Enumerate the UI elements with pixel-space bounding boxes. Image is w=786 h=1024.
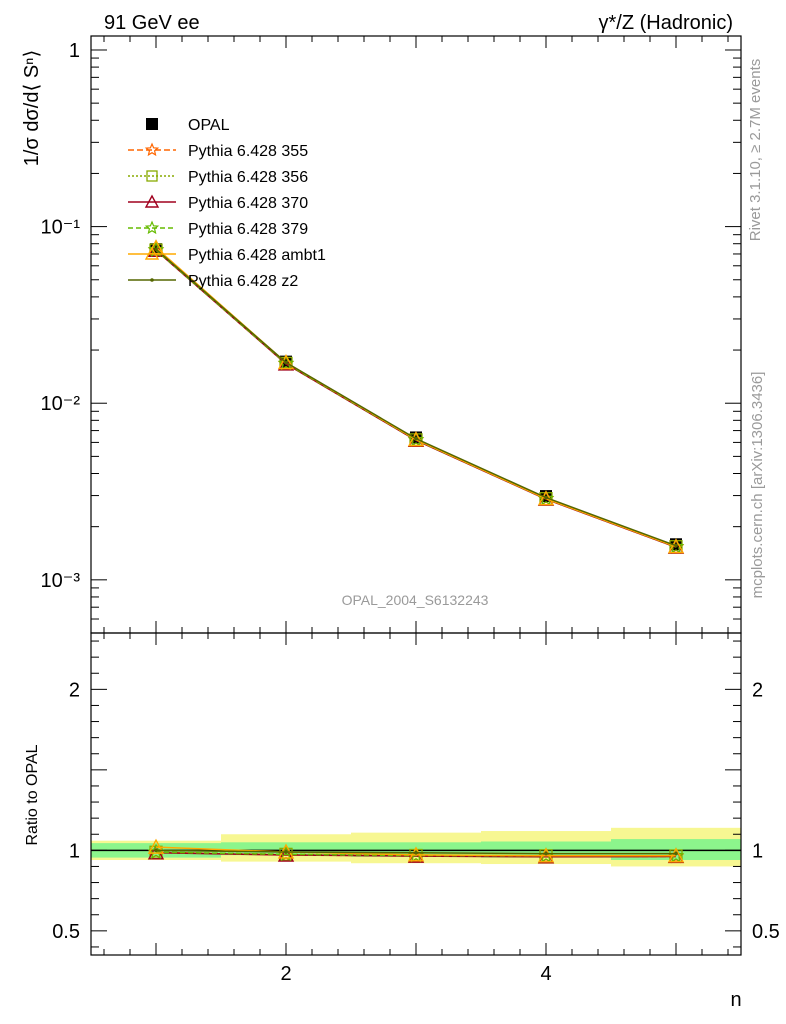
legend-label: Pythia 6.428 z2 <box>188 273 298 290</box>
point <box>144 246 160 260</box>
point <box>414 850 418 855</box>
ratio-ylabel: Ratio to OPAL <box>24 744 41 845</box>
series-line <box>155 249 677 548</box>
point <box>150 278 154 282</box>
y-tick-label: 2 <box>752 679 763 701</box>
ratio-frame <box>90 632 742 956</box>
y-tick-label: 0.5 <box>752 921 780 943</box>
ratio-axes: 2 4 0.5 0.5 1 1 2 2 <box>52 632 780 985</box>
point <box>154 247 158 251</box>
header-left: 91 GeV ee <box>104 12 200 34</box>
legend-label: Pythia 6.428 379 <box>188 221 308 238</box>
y-tick-label: 0.5 <box>52 921 80 943</box>
x-tick-label: 2 <box>280 963 291 985</box>
point <box>674 851 678 856</box>
legend-label: OPAL <box>188 117 230 134</box>
y-tick-label: 10⁻¹ <box>41 217 81 239</box>
point <box>667 538 685 554</box>
point <box>146 170 158 182</box>
point <box>407 431 425 447</box>
point <box>144 194 160 208</box>
point <box>414 436 418 441</box>
point <box>674 543 678 548</box>
point <box>544 851 548 856</box>
y-tick-label: 10⁻² <box>41 393 81 415</box>
point <box>277 354 295 370</box>
legend-label: Pythia 6.428 ambt1 <box>188 247 326 264</box>
legend-label: Pythia 6.428 370 <box>188 195 308 212</box>
main-axes: 10⁻³ 10⁻² 10⁻¹ 1 <box>41 35 742 634</box>
series-line <box>155 248 677 547</box>
point <box>147 838 165 854</box>
header-right: γ*/Z (Hadronic) <box>599 12 733 34</box>
legend: OPAL Pythia 6.428 355 Pythia 6.428 356 Pyth… <box>128 117 326 290</box>
point <box>537 847 555 863</box>
point <box>154 848 158 853</box>
main-series-group <box>147 239 685 555</box>
mcplots-label: mcplots.cern.ch [arXiv:1306.3436] <box>749 372 766 599</box>
series-line <box>155 249 677 548</box>
series-line <box>155 846 676 857</box>
legend-label: Pythia 6.428 356 <box>188 169 308 186</box>
point <box>144 220 160 235</box>
main-ylabel: 1/σ dσ/d⟨ Sⁿ⟩ <box>21 50 43 167</box>
point <box>144 142 160 157</box>
point <box>544 495 548 500</box>
legend-label: Pythia 6.428 355 <box>188 143 308 160</box>
y-tick-label: 1 <box>752 840 763 862</box>
series-line <box>155 249 677 548</box>
point <box>407 431 425 447</box>
point <box>284 850 288 854</box>
y-tick-label: 2 <box>69 679 80 701</box>
x-tick-label: 4 <box>540 963 551 985</box>
y-tick-label: 1 <box>69 840 80 862</box>
point <box>667 847 685 863</box>
y-tick-label: 10⁻³ <box>41 570 81 592</box>
rivet-label: Rivet 3.1.10, ≥ 2.7M events <box>747 59 764 242</box>
point <box>146 118 158 130</box>
point <box>407 846 425 862</box>
y-tick-label: 1 <box>69 40 80 62</box>
analysis-watermark: OPAL_2004_S6132243 <box>342 592 489 608</box>
point <box>277 354 295 371</box>
point <box>284 360 288 365</box>
series-line <box>155 249 677 548</box>
ratio-series-group <box>147 838 685 864</box>
series-line <box>155 247 677 548</box>
xlabel: n <box>730 989 741 1011</box>
